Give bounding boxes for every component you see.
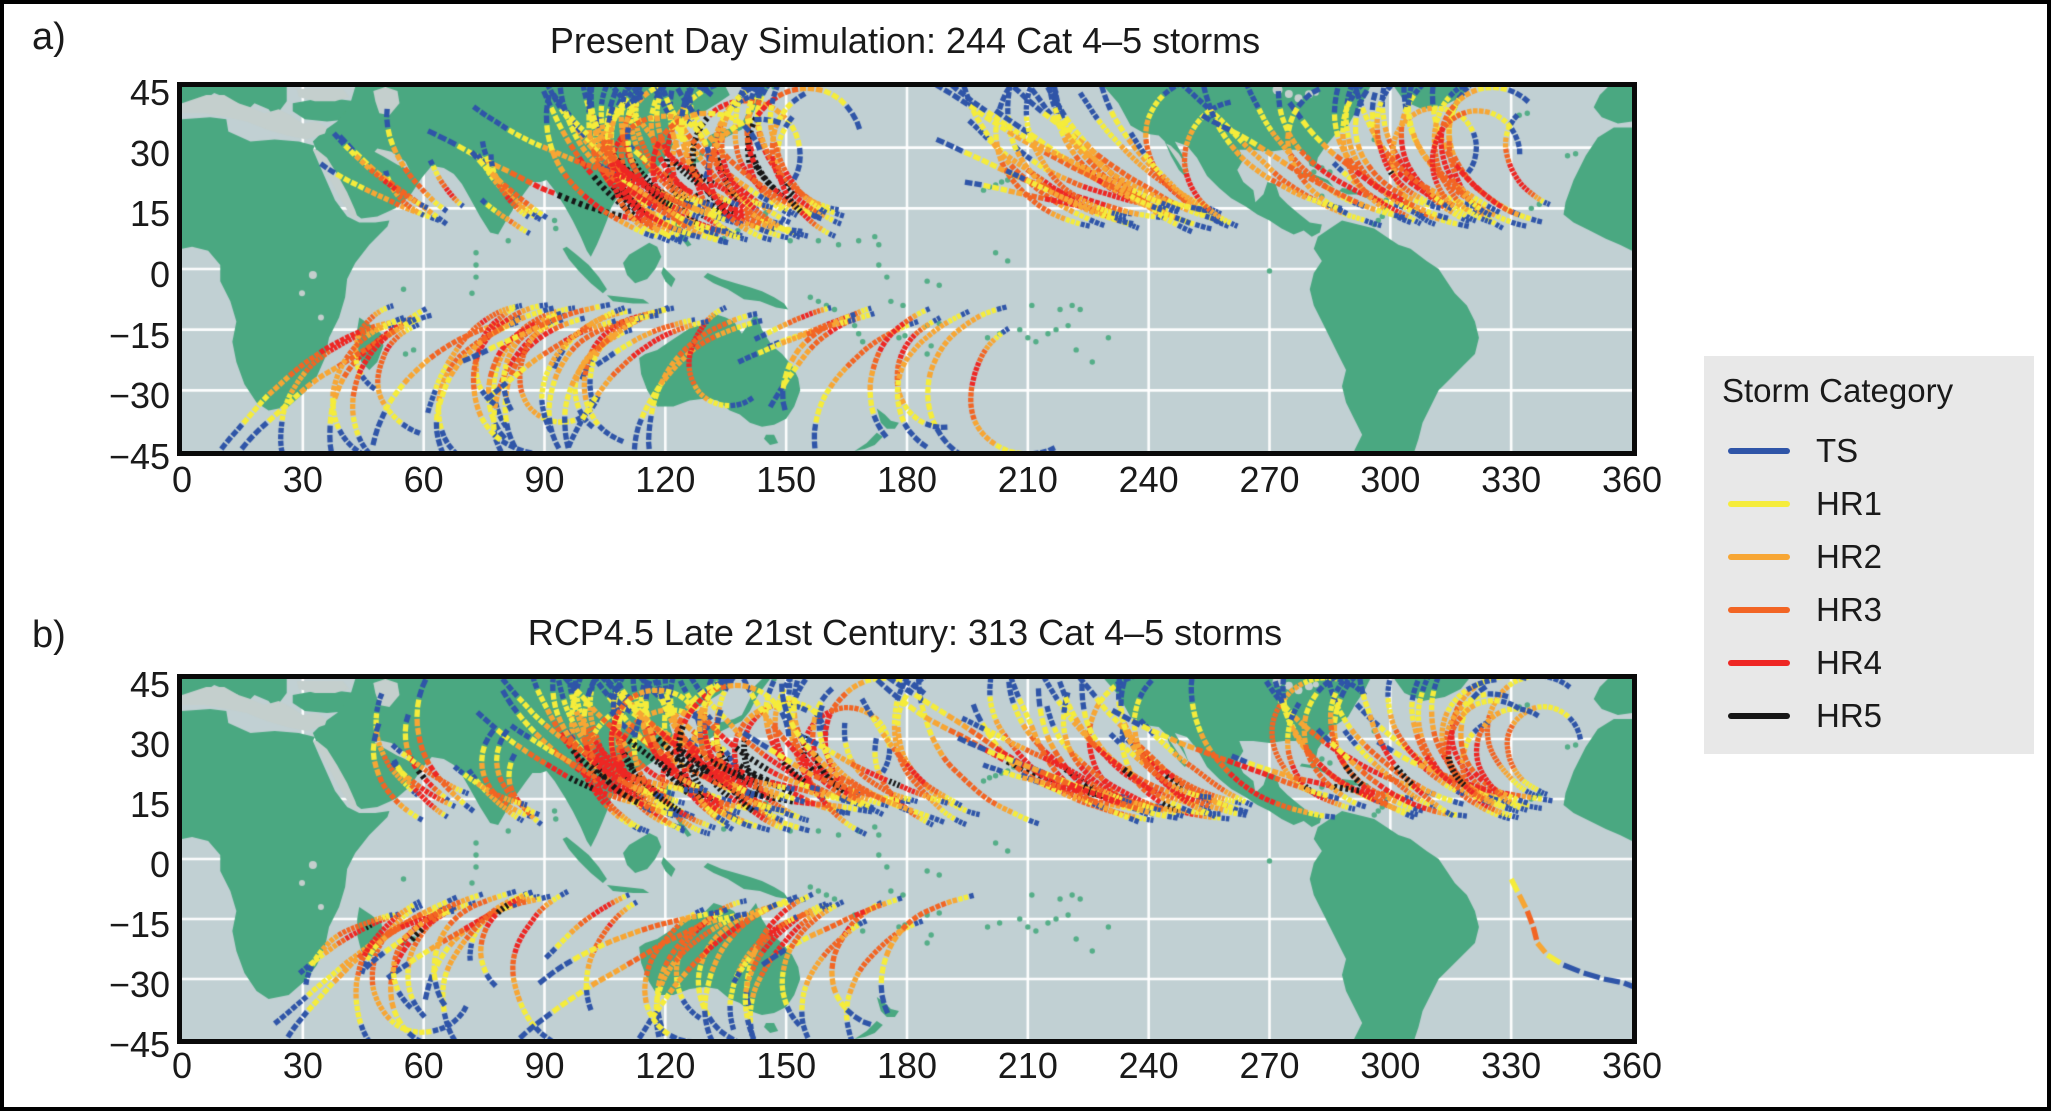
y-tick-label: 45: [129, 664, 170, 705]
legend-label-hr1: HR1: [1816, 484, 1883, 522]
x-tick-label: 270: [1239, 1045, 1300, 1086]
ts-line-icon: [1728, 447, 1790, 454]
y-tick-label: 30: [129, 132, 170, 174]
hr3-line-icon: [1728, 606, 1790, 613]
x-tick-label: 30: [282, 1045, 323, 1086]
x-tick-label: 120: [635, 1045, 696, 1086]
legend-label-hr3: HR3: [1816, 590, 1883, 628]
panel-a-plot: [177, 82, 1637, 456]
y-tick-label: 0: [149, 844, 170, 885]
legend-label-hr5: HR5: [1816, 696, 1883, 734]
x-tick-label: 90: [524, 459, 565, 500]
hr4-line-icon: [1728, 659, 1790, 666]
hr2-line-icon: [1728, 553, 1790, 560]
x-tick-label: 0: [171, 1045, 193, 1086]
x-tick-label: 330: [1481, 1045, 1542, 1086]
y-tick-label: 0: [149, 254, 170, 295]
legend-item-hr2: HR2: [1720, 530, 2018, 583]
x-tick-label: 300: [1360, 1045, 1421, 1086]
x-tick-label: 90: [524, 1045, 565, 1086]
panel-b-title: RCP4.5 Late 21st Century: 313 Cat 4–5 st…: [527, 612, 1283, 653]
map-canvas-a: [182, 87, 1632, 451]
x-tick-label: 150: [756, 1045, 817, 1086]
x-tick-label: 300: [1360, 459, 1421, 500]
panel-b-plot: [177, 674, 1637, 1044]
panel-a-title: Present Day Simulation: 244 Cat 4–5 stor…: [549, 20, 1261, 61]
storm-category-legend: Storm Category TS HR1 HR2 HR3 HR4 HR5: [1704, 356, 2034, 754]
x-tick-label: 60: [403, 459, 444, 500]
legend-item-hr3: HR3: [1720, 583, 2018, 636]
y-tick-label: −15: [108, 904, 170, 945]
x-tick-label: 180: [876, 459, 938, 500]
y-tick-label: 30: [129, 724, 170, 765]
legend-item-hr4: HR4: [1720, 636, 2018, 689]
x-tick-label: 120: [635, 459, 696, 500]
y-tick-label: −30: [108, 964, 170, 1005]
x-tick-label: 360: [1601, 1045, 1663, 1086]
x-tick-label: 210: [997, 1045, 1058, 1086]
panel-a-corner-label: a): [32, 16, 66, 58]
y-tick-label: 15: [129, 193, 170, 235]
y-tick-label: −45: [108, 436, 170, 477]
legend-title: Storm Category: [1722, 372, 1954, 409]
legend-item-hr1: HR1: [1720, 477, 2018, 530]
legend-label-hr2: HR2: [1816, 537, 1883, 575]
y-tick-label: 45: [129, 72, 170, 113]
legend-label-hr4: HR4: [1816, 643, 1883, 681]
legend-item-ts: TS: [1720, 424, 2018, 477]
panel-b-corner-label: b): [32, 614, 66, 656]
legend-item-hr5: HR5: [1720, 689, 2018, 742]
x-tick-label: 240: [1118, 459, 1179, 500]
hr1-line-icon: [1728, 500, 1790, 507]
y-tick-label: −15: [108, 314, 170, 356]
x-tick-label: 180: [876, 1045, 938, 1086]
x-tick-label: 30: [282, 459, 323, 500]
y-tick-label: −30: [108, 375, 170, 417]
x-tick-label: 360: [1601, 459, 1663, 500]
x-tick-label: 150: [756, 459, 817, 500]
y-tick-label: 15: [129, 784, 170, 825]
x-tick-label: 330: [1481, 459, 1542, 500]
x-tick-label: 240: [1118, 1045, 1179, 1086]
x-tick-label: 270: [1239, 459, 1300, 500]
map-canvas-b: [182, 679, 1632, 1039]
hr5-line-icon: [1728, 712, 1790, 719]
x-tick-label: 210: [997, 459, 1058, 500]
legend-label-ts: TS: [1816, 431, 1859, 469]
x-tick-label: 60: [403, 1045, 444, 1086]
y-tick-label: −45: [108, 1024, 170, 1065]
x-tick-label: 0: [171, 459, 193, 500]
